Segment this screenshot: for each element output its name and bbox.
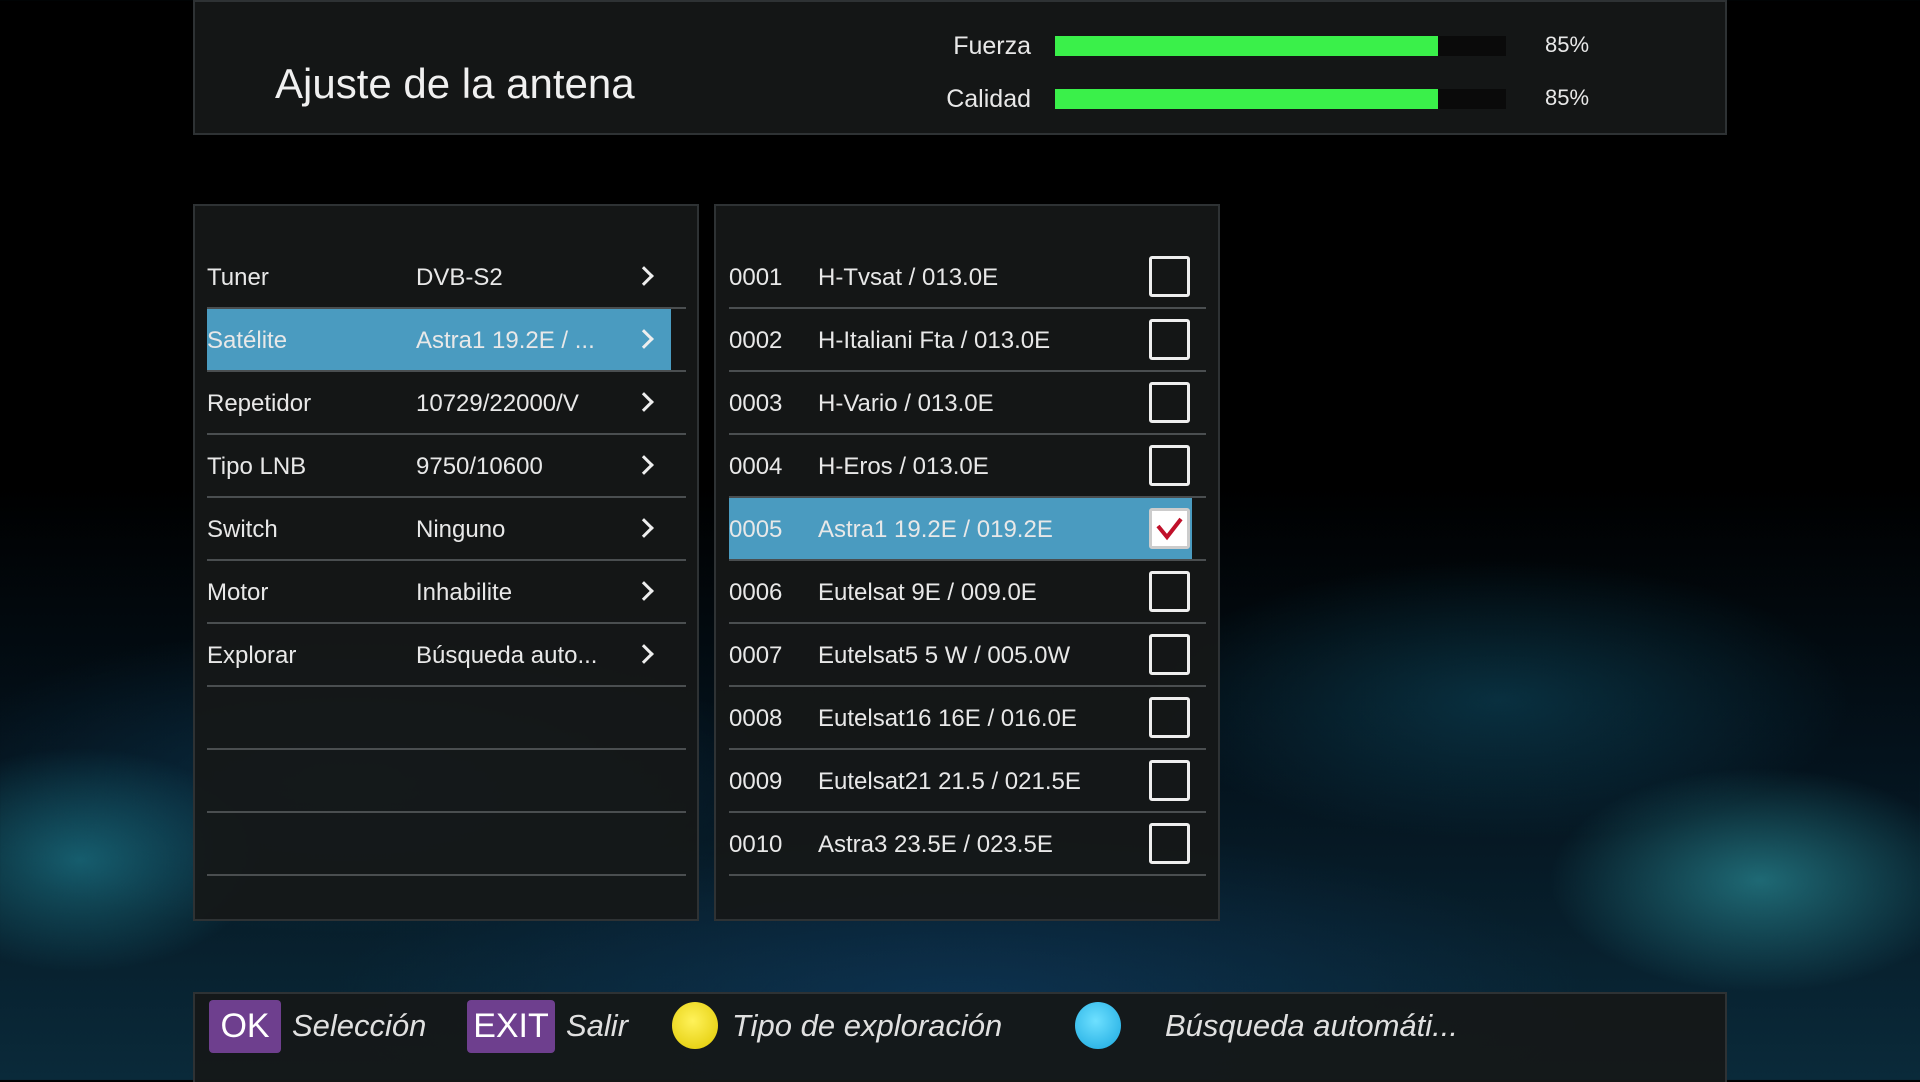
chevron-right-icon[interactable] [634, 392, 654, 412]
settings-row[interactable]: Tuner DVB-S2 [207, 246, 686, 309]
signal-label: Calidad [946, 85, 1031, 113]
satellite-row[interactable]: 0003 H-Vario / 013.0E [729, 372, 1206, 435]
setting-label: Repetidor [207, 390, 312, 417]
satellite-number: 0001 [729, 264, 783, 291]
satellite-checkbox[interactable] [1149, 382, 1190, 423]
setting-label: Satélite [207, 327, 288, 354]
satellite-list-panel: 0001 H-Tvsat / 013.0E 0002 H-Italiani Fta /… [714, 204, 1220, 921]
satellite-name: Astra3 23.5E / 023.5E [818, 831, 1053, 858]
satellite-name: H-Tvsat / 013.0E [818, 264, 999, 291]
selection-highlight [207, 309, 671, 370]
settings-row[interactable]: Satélite Astra1 19.2E / ... [207, 309, 686, 372]
satellite-number: 0007 [729, 642, 783, 669]
satellite-row[interactable]: 0006 Eutelsat 9E / 009.0E [729, 561, 1206, 624]
exit-key[interactable]: EXIT [467, 1000, 555, 1053]
chevron-right-icon[interactable] [634, 518, 654, 538]
settings-row[interactable]: Motor Inhabilite [207, 561, 686, 624]
satellite-number: 0010 [729, 831, 783, 858]
satellite-number: 0005 [729, 516, 783, 543]
ok-key[interactable]: OK [209, 1000, 281, 1053]
satellite-number: 0006 [729, 579, 783, 606]
satellite-name: Eutelsat5 5 W / 005.0W [818, 642, 1071, 669]
signal-percent: 85% [1545, 85, 1590, 110]
ok-label: Selección [292, 1008, 427, 1043]
satellite-number: 0009 [729, 768, 783, 795]
signal-bar-fill [1055, 89, 1439, 109]
yellow-label: Tipo de exploración [732, 1008, 1003, 1043]
satellite-row[interactable]: 0005 Astra1 19.2E / 019.2E [729, 498, 1206, 561]
signal-bar-fill [1055, 36, 1439, 56]
satellite-checkbox[interactable] [1149, 823, 1190, 864]
setting-value: DVB-S2 [416, 264, 503, 291]
satellite-checkbox[interactable] [1149, 319, 1190, 360]
setting-value: 10729/22000/V [416, 390, 579, 417]
satellite-name: H-Italiani Fta / 013.0E [818, 327, 1051, 354]
satellite-name: Eutelsat16 16E / 016.0E [818, 705, 1077, 732]
signal-percent: 85% [1545, 32, 1590, 57]
blue-label: Búsqueda automáti... [1165, 1008, 1458, 1043]
satellite-checkbox[interactable] [1149, 571, 1190, 612]
setting-value: Inhabilite [416, 579, 513, 606]
setting-label: Motor [207, 579, 269, 606]
signal-bar [1055, 36, 1506, 56]
blue-button-icon[interactable] [1075, 1002, 1121, 1049]
satellite-number: 0003 [729, 390, 783, 417]
satellite-number: 0004 [729, 453, 783, 480]
setting-value: Astra1 19.2E / ... [416, 327, 595, 354]
satellite-checkbox[interactable] [1149, 256, 1190, 297]
satellite-checkbox[interactable] [1149, 760, 1190, 801]
satellite-row[interactable]: 0002 H-Italiani Fta / 013.0E [729, 309, 1206, 372]
satellite-row[interactable]: 0009 Eutelsat21 21.5 / 021.5E [729, 750, 1206, 813]
signal-bar [1055, 89, 1506, 109]
satellite-name: Astra1 19.2E / 019.2E [818, 516, 1053, 543]
setting-value: Búsqueda auto... [416, 642, 598, 669]
satellite-number: 0008 [729, 705, 783, 732]
empty-row [207, 750, 686, 813]
satellite-name: Eutelsat21 21.5 / 021.5E [818, 768, 1081, 795]
setting-label: Tuner [207, 264, 269, 291]
empty-row [207, 687, 686, 750]
satellite-row[interactable]: 0001 H-Tvsat / 013.0E [729, 246, 1206, 309]
header-panel: Ajuste de la antena Fuerza 85% Calidad 85% [193, 0, 1727, 135]
satellite-checkbox[interactable] [1149, 508, 1190, 549]
selection-highlight [729, 498, 1192, 559]
footer-bar: OK Selección EXIT Salir Tipo de explorac… [193, 992, 1727, 1082]
settings-row[interactable]: Repetidor 10729/22000/V [207, 372, 686, 435]
satellite-row[interactable]: 0004 H-Eros / 013.0E [729, 435, 1206, 498]
empty-row [207, 813, 686, 876]
satellite-name: Eutelsat 9E / 009.0E [818, 579, 1037, 606]
satellite-name: H-Vario / 013.0E [818, 390, 994, 417]
setting-label: Switch [207, 516, 278, 543]
setting-label: Tipo LNB [207, 453, 307, 480]
satellite-row[interactable]: 0008 Eutelsat16 16E / 016.0E [729, 687, 1206, 750]
satellite-checkbox[interactable] [1149, 634, 1190, 675]
setting-label: Explorar [207, 642, 297, 669]
satellite-checkbox[interactable] [1149, 445, 1190, 486]
satellite-name: H-Eros / 013.0E [818, 453, 989, 480]
chevron-right-icon[interactable] [634, 581, 654, 601]
settings-panel: Tuner DVB-S2 Satélite Astra1 19.2E / ... Rep… [193, 204, 699, 921]
exit-label: Salir [566, 1008, 629, 1043]
settings-row[interactable]: Tipo LNB 9750/10600 [207, 435, 686, 498]
satellite-row[interactable]: 0010 Astra3 23.5E / 023.5E [729, 813, 1206, 876]
chevron-right-icon[interactable] [634, 455, 654, 475]
chevron-right-icon[interactable] [634, 266, 654, 286]
signal-label: Fuerza [953, 32, 1031, 60]
settings-row[interactable]: Switch Ninguno [207, 498, 686, 561]
satellite-checkbox[interactable] [1149, 697, 1190, 738]
chevron-right-icon[interactable] [634, 644, 654, 664]
satellite-row[interactable]: 0007 Eutelsat5 5 W / 005.0W [729, 624, 1206, 687]
checkmark-icon [1156, 517, 1183, 541]
page-title: Ajuste de la antena [275, 60, 635, 107]
setting-value: Ninguno [416, 516, 506, 543]
setting-value: 9750/10600 [416, 453, 543, 480]
yellow-button-icon[interactable] [672, 1002, 718, 1049]
satellite-number: 0002 [729, 327, 783, 354]
settings-row[interactable]: Explorar Búsqueda auto... [207, 624, 686, 687]
